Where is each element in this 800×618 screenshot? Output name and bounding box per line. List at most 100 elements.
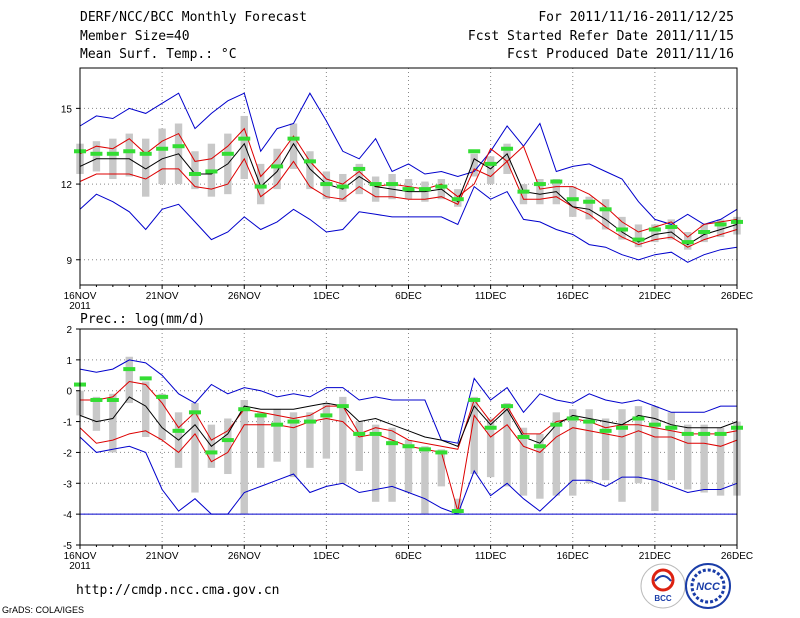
control-marker xyxy=(172,144,185,149)
q75-line xyxy=(79,127,738,238)
x-year-label: 2011 xyxy=(69,301,91,312)
x-tick-label: 11DEC xyxy=(475,551,507,562)
ensemble-box xyxy=(158,393,166,441)
control-marker xyxy=(648,422,661,427)
ensemble-box xyxy=(109,393,117,453)
x-tick-label: 1DEC xyxy=(313,551,340,562)
y-tick-label: 0 xyxy=(66,387,72,398)
control-marker xyxy=(90,397,103,402)
ensemble-box xyxy=(240,399,248,515)
mean-line xyxy=(79,142,738,246)
control-marker xyxy=(484,161,497,166)
ensemble-box xyxy=(634,224,643,248)
ensemble-box xyxy=(289,412,298,478)
control-marker xyxy=(435,450,448,455)
footer-url[interactable]: http://cmdp.ncc.cma.gov.cn xyxy=(76,583,280,598)
x-tick-label: 21DEC xyxy=(639,291,671,302)
y-tick-label: 2 xyxy=(66,325,72,336)
chart-title: DERF/NCC/BCC Monthly Forecast xyxy=(80,10,307,25)
ensemble-box xyxy=(569,409,577,496)
max-line xyxy=(79,92,738,225)
ensemble-box xyxy=(470,396,478,475)
control-marker xyxy=(533,444,546,449)
y-tick-label: -4 xyxy=(63,510,72,521)
ensemble-box xyxy=(667,412,675,481)
ensemble-box xyxy=(667,219,675,240)
control-marker xyxy=(616,227,629,232)
control-marker xyxy=(435,184,448,189)
control-marker xyxy=(517,435,530,439)
control-marker xyxy=(386,441,399,446)
ensemble-box xyxy=(388,173,396,200)
ensemble-box xyxy=(437,449,446,487)
ensemble-box xyxy=(552,412,561,496)
control-marker xyxy=(583,419,596,424)
mean-line xyxy=(79,396,738,447)
control-marker xyxy=(501,404,514,409)
control-marker xyxy=(402,444,415,449)
x-tick-label: 26DEC xyxy=(721,291,753,302)
control-marker xyxy=(123,149,136,154)
ensemble-box xyxy=(191,151,199,190)
ensemble-box xyxy=(601,199,610,230)
ensemble-box xyxy=(486,418,495,478)
y-tick-label: -5 xyxy=(63,541,72,552)
x-tick-label: 26NOV xyxy=(228,291,261,302)
control-marker xyxy=(156,146,169,151)
control-marker xyxy=(714,431,727,436)
ensemble-box xyxy=(601,418,610,481)
control-marker xyxy=(386,182,399,187)
member-size: Member Size=40 xyxy=(80,29,190,44)
control-marker xyxy=(418,447,431,452)
ensemble-box xyxy=(92,396,101,431)
ensemble-box xyxy=(470,153,478,177)
ensemble-box xyxy=(224,418,232,475)
control-marker xyxy=(336,184,349,189)
control-marker xyxy=(254,184,267,189)
ensemble-box xyxy=(355,421,363,471)
ensemble-box xyxy=(158,128,166,185)
control-marker xyxy=(106,397,119,402)
control-marker xyxy=(353,431,366,436)
control-marker xyxy=(451,509,464,514)
control-marker xyxy=(468,397,481,402)
y-tick-label: -3 xyxy=(63,479,72,490)
control-marker xyxy=(156,394,169,399)
ensemble-box xyxy=(125,356,133,404)
control-marker xyxy=(418,187,431,192)
control-marker xyxy=(205,450,218,455)
control-marker xyxy=(566,197,579,202)
control-marker xyxy=(221,151,234,156)
ensemble-box xyxy=(256,163,265,205)
control-marker xyxy=(188,171,201,176)
control-marker xyxy=(681,431,694,436)
control-marker xyxy=(369,182,382,187)
control-marker xyxy=(616,425,629,430)
control-marker xyxy=(139,151,152,156)
ensemble-box xyxy=(240,115,248,180)
y-tick-label: 9 xyxy=(66,256,72,267)
ensemble-box xyxy=(371,176,380,202)
ensemble-box xyxy=(92,141,101,172)
ensemble-box xyxy=(519,184,528,205)
ensemble-box xyxy=(371,424,380,502)
control-marker xyxy=(90,151,103,156)
ensemble-box xyxy=(519,427,528,496)
control-marker xyxy=(599,428,612,433)
ensemble-box xyxy=(618,409,626,502)
ensemble-box xyxy=(125,133,133,177)
ensemble-box xyxy=(322,403,331,459)
y-tick-label: -2 xyxy=(63,448,72,459)
y-tick-label: -1 xyxy=(63,418,72,429)
control-marker xyxy=(254,413,267,418)
control-marker xyxy=(320,182,333,187)
x-tick-label: 16DEC xyxy=(557,291,589,302)
ensemble-box xyxy=(634,406,643,484)
ensemble-box xyxy=(454,498,462,515)
control-marker xyxy=(468,149,481,154)
min-line xyxy=(79,185,738,263)
control-marker xyxy=(599,207,612,212)
control-marker xyxy=(303,159,316,164)
control-marker xyxy=(271,422,284,427)
y-tick-label: 15 xyxy=(61,104,73,115)
